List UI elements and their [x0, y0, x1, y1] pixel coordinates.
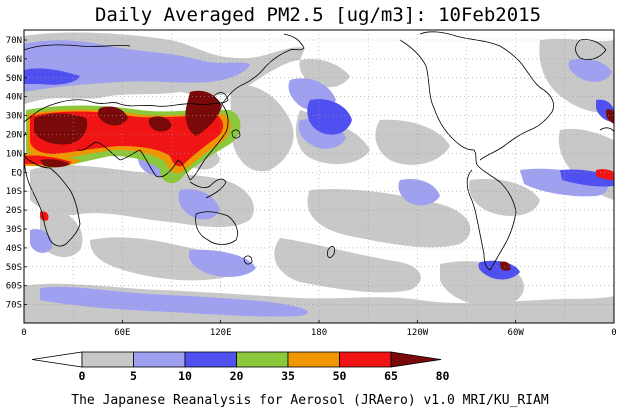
lat-label: 60N [6, 55, 22, 65]
colorbar-label: 10 [178, 369, 192, 383]
map-title: Daily Averaged PM2.5 [ug/m3]: 10Feb2015 [95, 4, 541, 26]
colorbar-label: 80 [436, 369, 450, 383]
colorbar-segment [31, 351, 83, 368]
concentration-10-20-fields [24, 40, 612, 317]
lon-label: 0 [611, 328, 616, 338]
colorbar-label: 50 [333, 369, 347, 383]
colorbar-segment [81, 351, 134, 368]
lat-label: 40S [6, 244, 22, 254]
colorbar-segment [390, 351, 442, 368]
colorbar-label: 20 [230, 369, 244, 383]
lat-label: 50N [6, 74, 22, 84]
colorbar: 0 5 10 20 35 50 65 80 [31, 351, 450, 383]
latitude-labels: 70N 60N 50N 40N 30N 20N 10N EQ 10S 20S 30S 40S 50S 60… [6, 36, 27, 311]
longitude-labels: 0 60E 120E 180 120W 60W 0 [21, 320, 617, 338]
colorbar-segment [339, 351, 392, 368]
lat-label: EQ [11, 168, 22, 178]
colorbar-segment [184, 351, 237, 368]
lat-label: 40N [6, 93, 22, 103]
map-area [24, 30, 614, 323]
concentration-above-80-fields [34, 90, 614, 271]
lat-label: 20S [6, 206, 22, 216]
lat-label: 30S [6, 225, 22, 235]
lat-label: 20N [6, 131, 22, 141]
lon-label: 120E [210, 328, 232, 338]
colorbar-segment [287, 351, 340, 368]
lat-label: 70N [6, 36, 22, 46]
colorbar-label: 65 [384, 369, 398, 383]
lat-label: 70S [6, 301, 22, 311]
lat-label: 10S [6, 187, 22, 197]
lon-label: 60E [114, 328, 130, 338]
lat-label: 60S [6, 282, 22, 292]
colorbar-segment [236, 351, 289, 368]
lat-label: 30N [6, 112, 22, 122]
colorbar-segment [133, 351, 186, 368]
lat-label: 10N [6, 149, 22, 159]
lat-label: 50S [6, 263, 22, 273]
credit-text: The Japanese Reanalysis for Aerosol (JRA… [71, 393, 549, 408]
lon-label: 60W [508, 328, 525, 338]
graticule [24, 30, 614, 323]
lon-label: 0 [21, 328, 26, 338]
concentration-20-35-fields [24, 68, 614, 280]
coastlines [24, 31, 614, 271]
lon-label: 180 [311, 328, 327, 338]
colorbar-label: 0 [79, 369, 86, 383]
lon-label: 120W [406, 328, 428, 338]
colorbar-label: 35 [281, 369, 295, 383]
colorbar-label: 5 [130, 369, 137, 383]
